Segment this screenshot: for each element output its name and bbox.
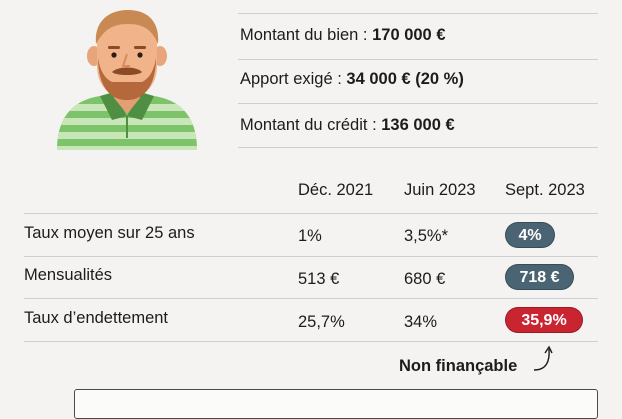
row-label-taux: Taux moyen sur 25 ans	[24, 224, 195, 242]
non-financable-note: Non finançable	[399, 357, 518, 375]
status-badge-mensualites-sept-2023: 718 €	[505, 264, 574, 290]
bottom-footnote-box	[74, 389, 598, 419]
avatar	[57, 10, 197, 150]
info-divider	[238, 147, 598, 148]
row-divider	[24, 341, 598, 342]
column-header-juin-2023: Juin 2023	[404, 181, 476, 199]
cell-mensualites-dec-2021: 513 €	[298, 270, 340, 288]
cell-mensualites-juin-2023: 680 €	[404, 270, 446, 288]
cell-endettement-juin-2023: 34%	[404, 313, 438, 331]
row-label-mensualites: Mensualités	[24, 266, 113, 284]
cell-endettement-dec-2021: 25,7%	[298, 313, 345, 331]
row-label-endettement: Taux d’endettement	[24, 309, 169, 327]
cell-taux-dec-2021: 1%	[298, 227, 322, 245]
status-badge-endettement-sept-2023: 35,9%	[505, 307, 583, 333]
top-divider	[238, 13, 598, 14]
row-divider	[24, 213, 598, 214]
curved-arrow-icon	[533, 345, 553, 371]
row-divider	[24, 298, 598, 299]
info-down-payment: Apport exigé : 34 000 € (20 %)	[240, 70, 464, 88]
info-divider	[238, 59, 598, 60]
status-badge-taux-sept-2023: 4%	[505, 222, 555, 248]
info-loan-amount: Montant du crédit : 136 000 €	[240, 116, 455, 134]
column-header-dec-2021: Déc. 2021	[298, 181, 374, 199]
row-divider	[24, 256, 598, 257]
column-header-sept-2023: Sept. 2023	[505, 181, 585, 199]
info-divider	[238, 103, 598, 104]
cell-taux-juin-2023: 3,5%*	[404, 227, 449, 245]
info-property-price: Montant du bien : 170 000 €	[240, 26, 446, 44]
